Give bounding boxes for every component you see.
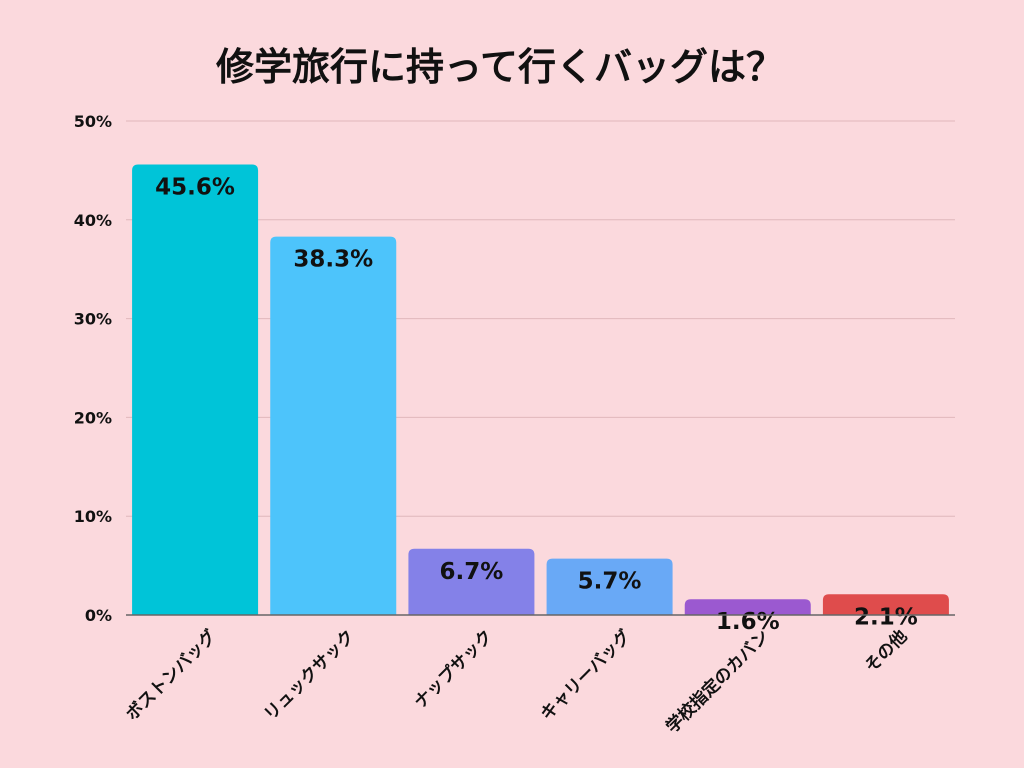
x-tick-label: ナップサック [410, 626, 497, 713]
y-tick-label: 0% [85, 606, 112, 625]
x-tick-label: その他 [861, 626, 912, 677]
x-tick-label: リュックサック [260, 626, 358, 724]
x-tick-label: キャリーバッグ [536, 626, 635, 725]
chart-title: 修学旅行に持って行くバッグは？ [216, 45, 784, 89]
data-labels: 45.6% 38.3% 6.7% 5.7% 1.6% 2.1% [155, 174, 918, 635]
bars [132, 164, 949, 616]
y-tick-label: 40% [74, 211, 112, 230]
y-axis-ticks: 0% 10% 20% 30% 40% 50% [74, 112, 112, 625]
bar [546, 558, 673, 615]
y-tick-label: 50% [74, 112, 112, 131]
data-label: 2.1% [854, 604, 918, 630]
x-tick-label: ボストンバッグ [122, 626, 221, 725]
y-tick-label: 20% [74, 408, 112, 427]
data-label: 6.7% [440, 559, 504, 585]
bar [270, 236, 397, 615]
y-tick-label: 30% [74, 310, 112, 329]
x-axis-ticks: ボストンバッグ リュックサック ナップサック キャリーバッグ 学校指定のカバン その他 [122, 626, 912, 738]
bar [684, 599, 811, 615]
data-label: 45.6% [155, 174, 235, 200]
bar [132, 164, 259, 616]
y-tick-label: 10% [74, 507, 112, 526]
data-label: 1.6% [716, 609, 780, 635]
bar [822, 594, 949, 615]
data-label: 38.3% [293, 247, 373, 273]
x-tick-label: 学校指定のカバン [662, 626, 774, 738]
bar [408, 548, 535, 615]
grid-lines [126, 120, 955, 517]
data-label: 5.7% [578, 569, 642, 595]
